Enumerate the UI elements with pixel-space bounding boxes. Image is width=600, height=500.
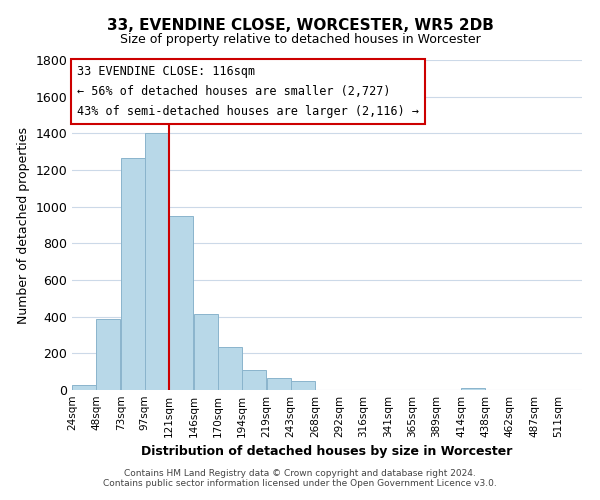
Text: Contains HM Land Registry data © Crown copyright and database right 2024.: Contains HM Land Registry data © Crown c… [124, 468, 476, 477]
Y-axis label: Number of detached properties: Number of detached properties [17, 126, 30, 324]
Text: 33 EVENDINE CLOSE: 116sqm
← 56% of detached houses are smaller (2,727)
43% of se: 33 EVENDINE CLOSE: 116sqm ← 56% of detac… [77, 65, 419, 118]
Bar [121, 158, 145, 390]
X-axis label: Distribution of detached houses by size in Worcester: Distribution of detached houses by size … [142, 446, 512, 458]
Bar [96, 318, 120, 390]
Bar [242, 370, 266, 390]
Text: Contains public sector information licensed under the Open Government Licence v3: Contains public sector information licen… [103, 478, 497, 488]
Bar [290, 381, 314, 390]
Bar [72, 386, 96, 390]
Bar [145, 134, 169, 390]
Bar [218, 347, 242, 390]
Bar [266, 378, 290, 390]
Bar [461, 388, 485, 390]
Text: Size of property relative to detached houses in Worcester: Size of property relative to detached ho… [119, 33, 481, 46]
Bar [194, 314, 218, 390]
Text: 33, EVENDINE CLOSE, WORCESTER, WR5 2DB: 33, EVENDINE CLOSE, WORCESTER, WR5 2DB [107, 18, 493, 32]
Bar [169, 216, 193, 390]
